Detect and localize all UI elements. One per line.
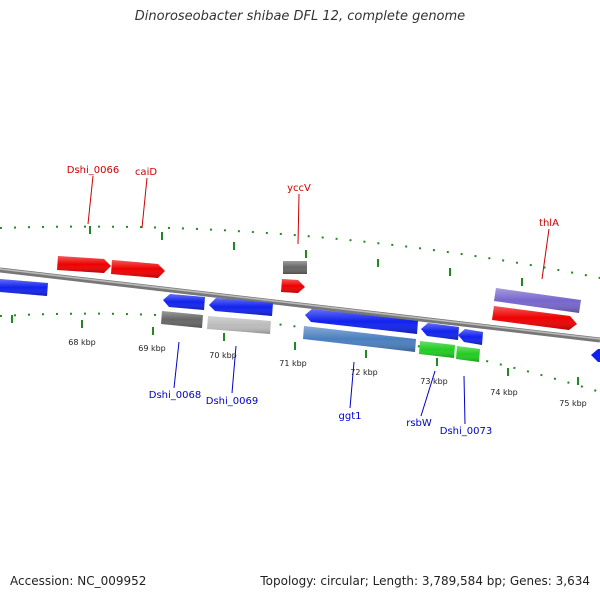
gene-label-dshi-0068: Dshi_0068 [149,390,201,401]
scale-label-70: 70 kbp [209,351,237,360]
scale-label-72: 72 kbp [350,368,378,377]
scale-label-74: 74 kbp [490,388,518,397]
gene-label-dshi-0073: Dshi_0073 [440,426,492,437]
genome-backbone [0,267,600,343]
outer-tick-ring [0,225,600,279]
gene-label-ggt1: ggt1 [339,411,362,422]
inner-major-ticks [11,315,579,385]
scale-label-69: 69 kbp [138,344,166,353]
forward-label-leaders [87,175,550,280]
gene-label-rsbw: rsbW [406,418,432,429]
map-title: Dinoroseobacter shibae DFL 12, complete … [134,9,466,24]
gene-label-dshi-0066: Dshi_0066 [67,165,119,176]
reverse-label-leaders [173,341,466,425]
gene-label-thla: thlA [539,218,559,229]
outer-major-ticks [89,226,523,286]
genome-stats-text: Topology: circular; Length: 3,789,584 bp… [260,574,590,588]
reverse-genes [0,279,600,362]
inner-tick-ring [0,312,600,393]
accession-text: Accession: NC_009952 [10,574,147,588]
gene-label-dshi-0069: Dshi_0069 [206,396,258,407]
forward-genes [57,256,581,330]
scale-label-75: 75 kbp [559,399,587,408]
scale-label-71: 71 kbp [279,359,307,368]
scale-label-73: 73 kbp [420,377,448,386]
scale-label-68: 68 kbp [68,338,96,347]
gene-label-yccv: yccV [287,183,311,194]
gene-label-caid: caiD [135,167,157,178]
gene-right-edge[interactable] [591,349,600,362]
